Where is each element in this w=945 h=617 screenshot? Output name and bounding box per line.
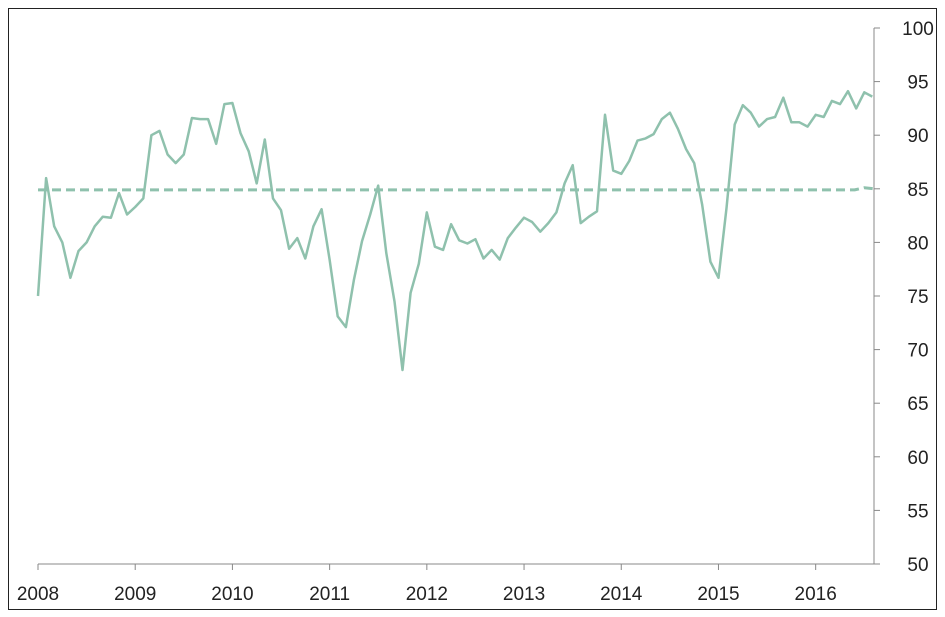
- y-tick-label: 85: [907, 180, 928, 201]
- y-tick-label: 60: [907, 448, 928, 469]
- y-tick-label: 80: [907, 233, 928, 254]
- y-tick-label: 100: [902, 19, 934, 40]
- y-tick-label: 50: [907, 555, 928, 576]
- y-tick-label: 55: [907, 501, 928, 522]
- series-line: [36, 89, 873, 372]
- x-tick-label: 2014: [600, 584, 643, 605]
- x-tick-label: 2015: [697, 584, 739, 605]
- y-ticks: 100 95 90 85 80 75 70 65 60 55 50: [874, 19, 934, 576]
- x-tick-label: 2010: [211, 584, 253, 605]
- x-tick-label: 2016: [795, 584, 837, 605]
- chart-frame: [8, 8, 937, 610]
- y-tick-label: 65: [907, 394, 928, 415]
- x-tick-label: 2012: [406, 584, 448, 605]
- series-layer: [36, 89, 875, 372]
- y-tick-label: 75: [907, 287, 928, 308]
- x-tick-label: 2011: [309, 584, 350, 605]
- x-tick-label: 2009: [114, 584, 156, 605]
- axes-layer: [38, 28, 875, 565]
- dashed-average-line: [38, 186, 875, 192]
- x-tick-label: 2013: [503, 584, 545, 605]
- y-tick-label: 95: [907, 73, 928, 94]
- x-ticks: 2008 2009 2010 2011 2012 2013 2014 2015 2016: [17, 564, 837, 605]
- y-tick-label: 90: [907, 126, 928, 147]
- x-tick-label: 2008: [17, 584, 59, 605]
- y-tick-label: 70: [907, 341, 928, 362]
